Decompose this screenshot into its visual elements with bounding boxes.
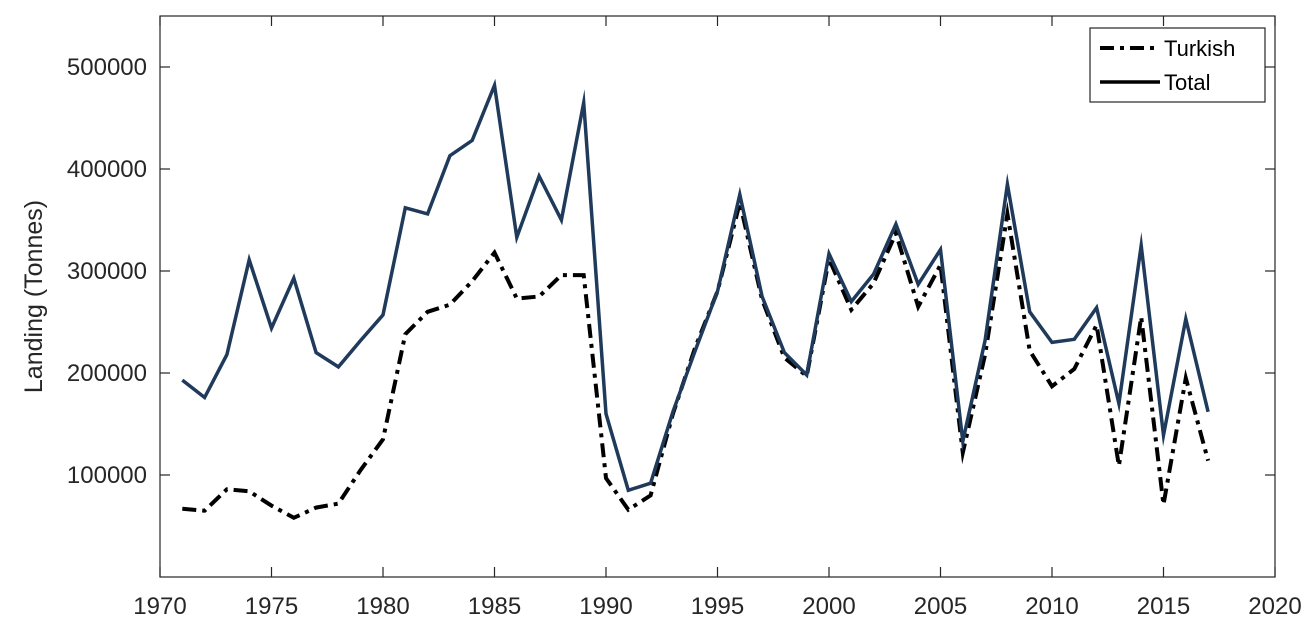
y-tick-label: 500000 — [67, 54, 147, 81]
legend-label-total: Total — [1164, 70, 1210, 95]
y-tick-label: 300000 — [67, 258, 147, 285]
x-tick-label: 1985 — [468, 593, 521, 620]
x-tick-label: 1970 — [133, 593, 186, 620]
legend-label-turkish: Turkish — [1164, 36, 1235, 61]
x-tick-label: 1995 — [691, 593, 744, 620]
series-line-turkish — [182, 194, 1211, 521]
x-tick-label: 2005 — [914, 593, 967, 620]
y-tick-label: 100000 — [67, 462, 147, 489]
legend-box — [1089, 27, 1266, 103]
y-axis-label: Landing (Tonnes) — [20, 200, 48, 393]
series-layer — [181, 78, 1211, 521]
x-tick-label: 1990 — [579, 593, 632, 620]
x-tick-label: 1980 — [356, 593, 409, 620]
x-tick-label: 2020 — [1248, 593, 1301, 620]
legend: Turkish Total — [1089, 27, 1266, 103]
x-tick-label: 2015 — [1137, 593, 1190, 620]
x-tick-label: 2010 — [1025, 593, 1078, 620]
series-line-total — [181, 78, 1210, 493]
y-tick-label: 200000 — [67, 360, 147, 387]
x-tick-label: 1975 — [245, 593, 298, 620]
y-tick-label: 400000 — [67, 156, 147, 183]
x-tick-label: 2000 — [802, 593, 855, 620]
axes-layer: 1970 1975 1980 1985 1990 1995 2000 2005 2010 2015… — [67, 16, 1302, 620]
